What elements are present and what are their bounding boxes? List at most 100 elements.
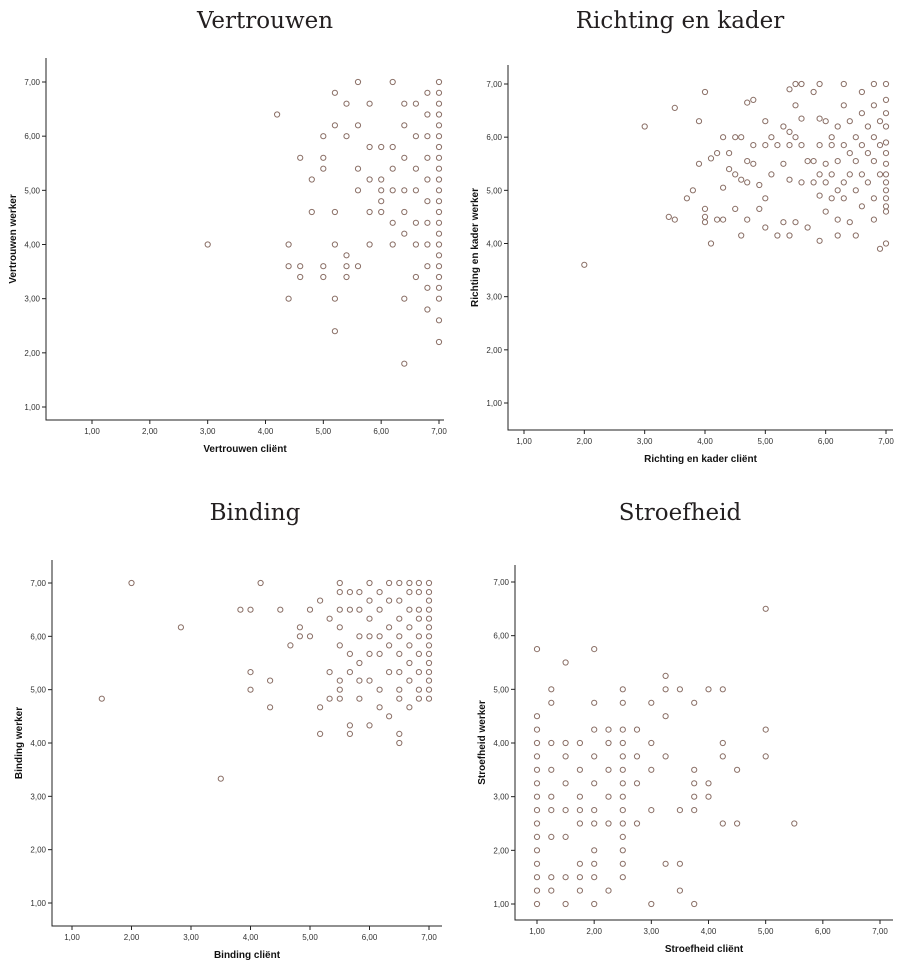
data-point [852,187,859,194]
data-point [247,606,254,613]
y-axis-title: Binding werker [14,707,25,779]
data-point [389,187,396,194]
data-point [846,150,853,157]
data-point [591,900,598,908]
data-point [816,142,823,149]
data-point [548,766,555,773]
data-point [691,807,698,814]
data-point [750,160,757,167]
data-point [726,166,733,173]
data-point [744,179,751,186]
data-point [798,115,805,122]
data-point [846,219,853,226]
data-point [834,158,841,165]
data-point [336,579,343,587]
data-point [412,133,419,140]
data-point [591,874,598,881]
data-point [396,597,403,604]
x-tick-label: 6,00 [815,927,831,936]
data-point [810,158,817,165]
data-point [864,150,872,157]
x-tick-label: 2,00 [124,933,140,942]
data-point [762,224,769,231]
data-point [366,677,373,684]
data-point [415,579,422,587]
data-point [876,142,884,149]
data-point [548,699,555,706]
data-point [346,730,353,738]
data-point [378,198,385,205]
data-point [619,847,626,854]
data-point [870,134,878,141]
data-point [548,807,555,814]
data-point [346,722,353,729]
data-point [744,216,751,223]
data-point [415,686,422,693]
data-point [648,900,655,908]
data-point [676,860,684,867]
data-point [882,139,890,146]
data-point [562,659,569,666]
data-point [401,187,408,194]
data-point [732,171,739,178]
data-point [633,753,641,760]
data-point [792,219,799,226]
data-point [356,659,363,667]
data-point [676,686,684,693]
data-point [354,263,362,270]
data-point [425,597,433,604]
panel-stroefheid: 1,00 2,00 3,00 4,00 5,00 6,00 7,00 1,00 2,00 3,00… [477,565,893,955]
data-point [705,793,712,800]
data-point [562,807,569,814]
data-point [633,726,641,733]
data-point [828,134,835,141]
data-point [882,110,890,117]
data-point [864,179,872,186]
data-point [810,88,817,96]
data-point [297,263,304,270]
data-point [317,597,324,604]
data-point [424,133,431,140]
data-point [406,606,413,613]
data-point [662,753,669,760]
panel-richting-en-kader: 1,00 2,00 3,00 4,00 5,00 6,00 7,00 1,00 2,00 3,00… [470,65,894,465]
data-point [425,686,433,693]
data-point [285,295,292,302]
x-tick-label: 6,00 [818,437,834,446]
x-tick-label: 3,00 [637,437,653,446]
data-point [389,78,396,86]
y-tick-label: 7,00 [486,80,502,89]
data-point [691,793,698,800]
data-point [648,739,655,747]
data-point [435,208,443,216]
data-point [619,793,626,800]
data-point [331,122,338,129]
data-point [576,793,584,800]
data-point [533,833,541,841]
data-point [356,606,363,613]
data-point [406,642,413,649]
data-point [719,686,726,693]
x-tick-label: 7,00 [431,427,447,436]
data-point [274,111,281,118]
data-point [738,134,745,141]
axis-lines [45,58,444,421]
data-point [435,263,443,270]
y-tick-label: 6,00 [486,133,502,142]
data-point [648,699,655,706]
data-point [415,589,422,596]
y-tick-label: 4,00 [30,739,46,748]
data-point [366,579,373,587]
data-point [816,237,823,244]
data-point [852,134,859,141]
data-point [840,80,847,88]
data-point [633,820,641,827]
data-point [343,100,350,107]
data-point [882,80,890,88]
data-point [576,807,584,814]
data-point [641,123,648,130]
data-point [804,158,811,165]
data-point [396,650,403,658]
y-tick-label: 1,00 [30,899,46,908]
